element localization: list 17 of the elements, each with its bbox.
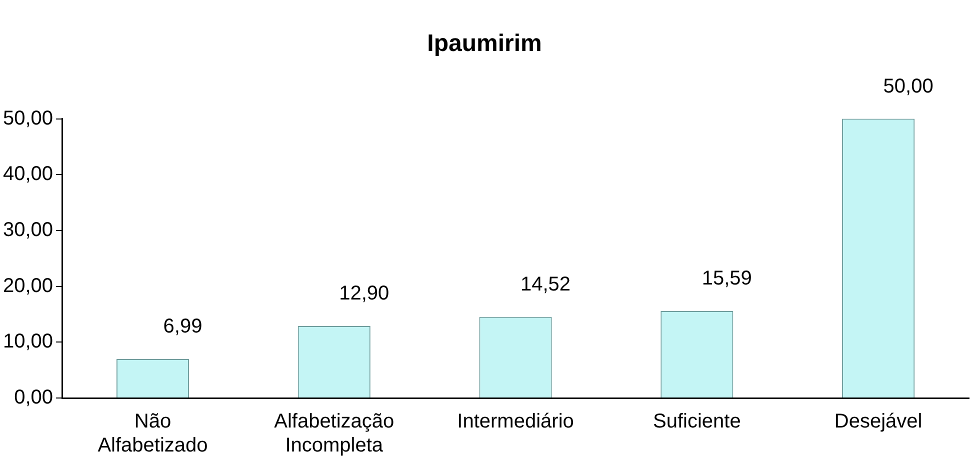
y-tick-label: 20,00 [2, 274, 54, 297]
data-label: 15,59 [702, 267, 752, 290]
y-tick-label: 40,00 [2, 163, 54, 186]
x-tick-label: Não Alfabetizado [98, 410, 208, 457]
chart-title: Ipaumirim [427, 30, 542, 58]
x-tick-label: Desejável [834, 410, 922, 433]
x-tick-label: Suficiente [652, 410, 741, 433]
y-tick-label: 50,00 [2, 107, 54, 130]
x-tick-label: Alfabetização Incompleta [274, 410, 394, 457]
data-label: 6,99 [163, 315, 202, 338]
y-tick-label: 10,00 [2, 330, 54, 353]
data-label: 12,90 [339, 282, 390, 304]
y-tick-label: 30,00 [2, 218, 54, 241]
x-tick-label: Intermediário [457, 410, 574, 433]
data-label: 50,00 [883, 75, 934, 98]
y-tick-label: 0,00 [14, 386, 54, 409]
data-label: 14,52 [520, 273, 571, 296]
